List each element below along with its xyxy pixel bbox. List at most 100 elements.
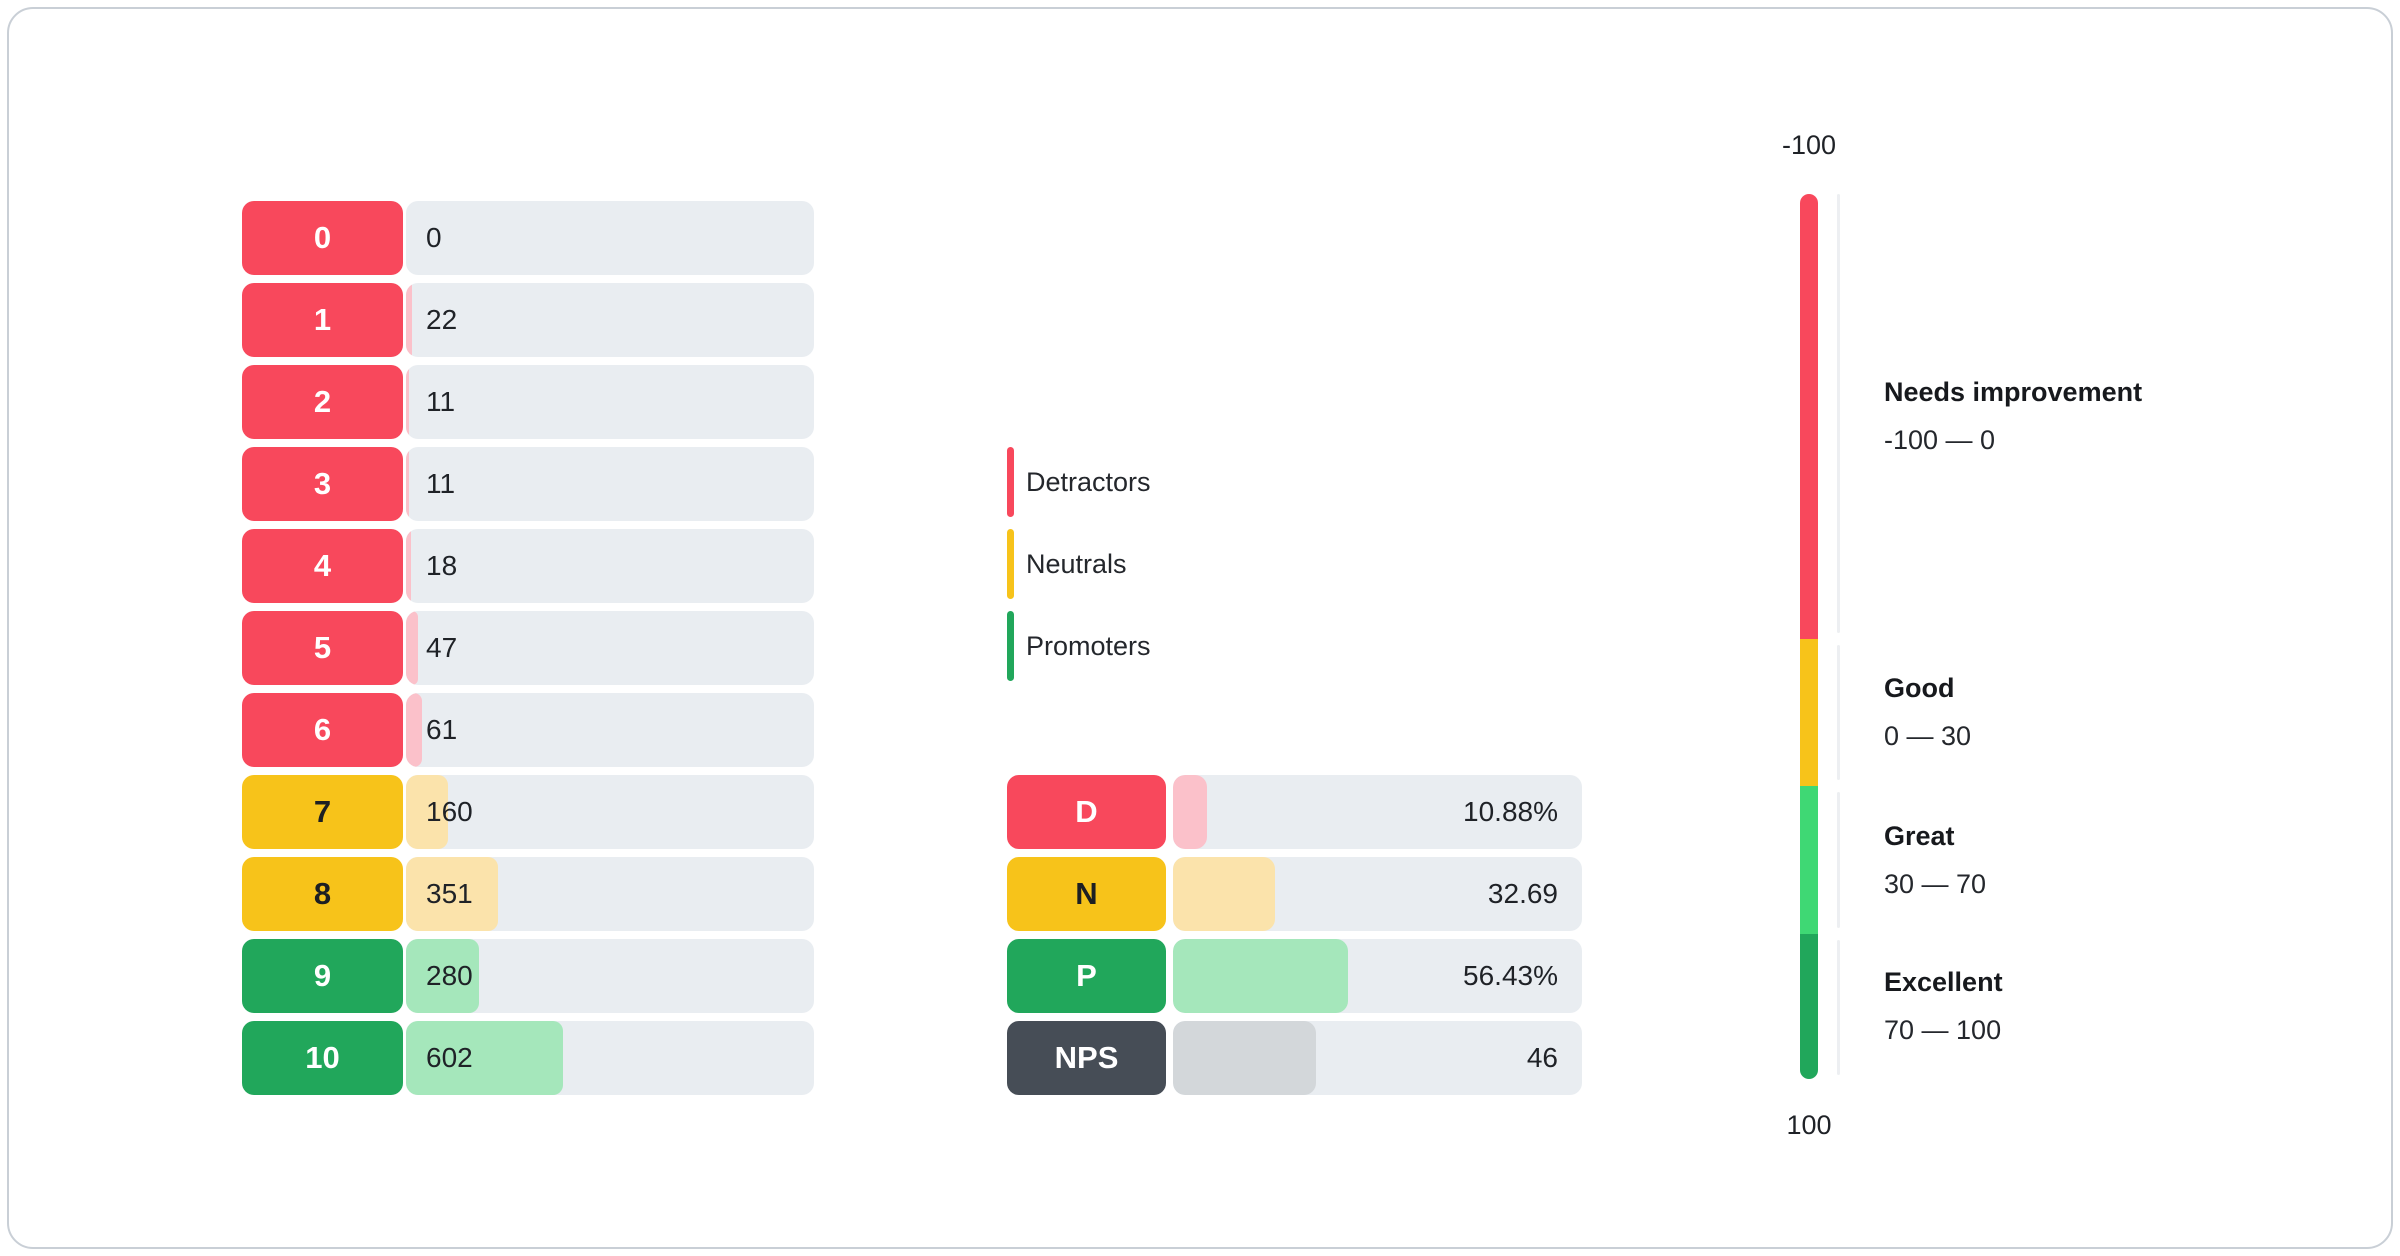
nps-report-card: 0 0 1 22 2 11 3 11 4 18 5 47 6 61 7 160 8 351 9 280 10 602 De… — [7, 7, 2393, 1249]
legend-label: Promoters — [1026, 630, 1151, 661]
summary-fill — [1173, 939, 1349, 1013]
gauge-band-title: Needs improvement — [1884, 377, 2143, 408]
gauge-band-range: 0 — 30 — [1884, 721, 1972, 752]
gauge-band-title: Good — [1884, 673, 1955, 704]
gauge-band-range: 70 — 100 — [1884, 1015, 2002, 1046]
summary-chip: NPS — [1007, 1021, 1166, 1095]
legend-item-detractor: Detractors — [1007, 447, 1151, 517]
score-row: 10 602 — [242, 1021, 816, 1095]
score-fill — [406, 611, 419, 685]
summary-chip: P — [1007, 939, 1166, 1013]
summary-row: D 10.88% — [1007, 775, 1582, 849]
score-chip: 5 — [242, 611, 403, 685]
summary-fill — [1173, 1021, 1316, 1095]
score-fill — [406, 775, 448, 849]
gauge-scale-bar — [1800, 194, 1818, 1079]
summary-fill — [1173, 775, 1207, 849]
legend-swatch — [1007, 447, 1014, 517]
gauge-band-range: -100 — 0 — [1884, 425, 1996, 456]
score-track — [406, 611, 814, 685]
score-value: 11 — [426, 386, 456, 417]
score-track — [406, 775, 814, 849]
score-track — [406, 1021, 814, 1095]
summary-chip: D — [1007, 775, 1166, 849]
score-value: 280 — [426, 960, 473, 991]
gauge-band-range: 30 — 70 — [1884, 868, 1987, 899]
score-fill — [406, 283, 412, 357]
score-chip: 10 — [242, 1021, 403, 1095]
summary-value: 56.43% — [1463, 960, 1558, 991]
summary-row: NPS 46 — [1007, 1021, 1582, 1095]
gauge-bottom-tick-label: 100 — [1786, 1110, 1832, 1140]
legend-item-neutral: Neutrals — [1007, 529, 1127, 599]
score-row: 8 351 — [242, 857, 816, 931]
score-value: 61 — [426, 714, 458, 745]
legend-swatch — [1007, 611, 1014, 681]
score-track — [406, 201, 814, 275]
score-value: 602 — [426, 1042, 473, 1073]
summary-track — [1173, 857, 1582, 931]
legend-item-promoter: Promoters — [1007, 611, 1151, 681]
score-chip: 7 — [242, 775, 403, 849]
legend-label: Detractors — [1026, 466, 1151, 497]
gauge-tick-line — [1837, 791, 1840, 928]
score-track — [406, 447, 814, 521]
summary-chip: N — [1007, 857, 1166, 931]
gauge-tick-line — [1837, 939, 1840, 1075]
score-value: 0 — [426, 222, 442, 253]
gauge-segment-good — [1800, 638, 1818, 786]
gauge-top-tick-label: -100 — [1781, 130, 1837, 160]
gauge-band-title: Great — [1884, 820, 1955, 851]
gauge-band-label-needs_improvement: Needs improvement -100 — 0 — [1884, 372, 2344, 460]
score-value: 22 — [426, 304, 458, 335]
score-track — [406, 529, 814, 603]
gauge-segment-needs_improvement — [1800, 194, 1818, 639]
summary-track — [1173, 1021, 1582, 1095]
score-row: 2 11 — [242, 365, 816, 439]
legend-swatch — [1007, 529, 1014, 599]
nps-summary-chart: D 10.88% N 32.69 P 56.43% NPS 46 — [1007, 775, 1582, 1095]
score-fill — [406, 365, 409, 439]
score-fill — [406, 529, 411, 603]
score-chip: 9 — [242, 939, 403, 1013]
score-fill — [406, 857, 498, 931]
summary-value: 32.69 — [1487, 878, 1558, 909]
score-row: 5 47 — [242, 611, 816, 685]
score-chip: 1 — [242, 283, 403, 357]
summary-value: 46 — [1526, 1042, 1558, 1073]
gauge-band-title: Excellent — [1884, 967, 2003, 998]
legend-label: Neutrals — [1026, 548, 1127, 579]
score-chip: 6 — [242, 693, 403, 767]
score-value: 18 — [426, 550, 458, 581]
summary-track — [1173, 775, 1582, 849]
gauge-segment-great — [1800, 785, 1818, 934]
gauge-segment-excellent — [1800, 933, 1818, 1079]
gauge-tick-line — [1837, 194, 1840, 633]
score-track — [406, 693, 814, 767]
score-fill — [406, 693, 422, 767]
score-track — [406, 857, 814, 931]
score-row: 1 22 — [242, 283, 816, 357]
score-track — [406, 939, 814, 1013]
score-row: 9 280 — [242, 939, 816, 1013]
score-track — [406, 283, 814, 357]
gauge-tick-line — [1837, 644, 1840, 780]
score-fill — [406, 939, 480, 1013]
score-value: 160 — [426, 796, 473, 827]
score-value: 11 — [426, 468, 456, 499]
score-row: 6 61 — [242, 693, 816, 767]
summary-row: N 32.69 — [1007, 857, 1582, 931]
score-fill — [406, 447, 409, 521]
score-row: 7 160 — [242, 775, 816, 849]
score-chip: 0 — [242, 201, 403, 275]
gauge-band-label-good: Good 0 — 30 — [1884, 668, 2344, 756]
score-track — [406, 365, 814, 439]
score-chip: 3 — [242, 447, 403, 521]
gauge-band-label-excellent: Excellent 70 — 100 — [1884, 962, 2344, 1050]
score-row: 3 11 — [242, 447, 816, 521]
score-fill — [406, 1021, 564, 1095]
score-row: 4 18 — [242, 529, 816, 603]
gauge-band-label-great: Great 30 — 70 — [1884, 816, 2344, 904]
score-chip: 4 — [242, 529, 403, 603]
